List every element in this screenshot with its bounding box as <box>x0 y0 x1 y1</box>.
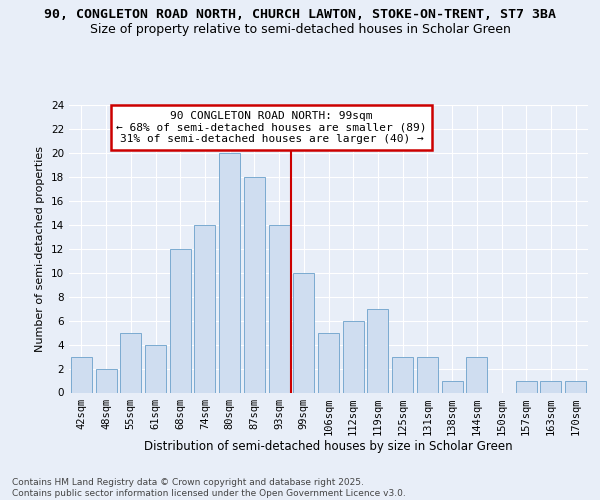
Bar <box>565 380 586 392</box>
Bar <box>120 332 141 392</box>
X-axis label: Distribution of semi-detached houses by size in Scholar Green: Distribution of semi-detached houses by … <box>144 440 513 454</box>
Bar <box>417 356 438 392</box>
Bar <box>194 225 215 392</box>
Bar <box>442 380 463 392</box>
Bar <box>244 177 265 392</box>
Bar <box>318 332 339 392</box>
Text: Contains HM Land Registry data © Crown copyright and database right 2025.
Contai: Contains HM Land Registry data © Crown c… <box>12 478 406 498</box>
Bar <box>71 356 92 392</box>
Text: 90 CONGLETON ROAD NORTH: 99sqm
← 68% of semi-detached houses are smaller (89)
31: 90 CONGLETON ROAD NORTH: 99sqm ← 68% of … <box>116 111 427 144</box>
Bar <box>541 380 562 392</box>
Bar <box>145 344 166 393</box>
Bar <box>170 249 191 392</box>
Bar <box>95 368 116 392</box>
Bar <box>293 272 314 392</box>
Text: Size of property relative to semi-detached houses in Scholar Green: Size of property relative to semi-detach… <box>89 22 511 36</box>
Bar <box>219 153 240 392</box>
Bar <box>367 308 388 392</box>
Y-axis label: Number of semi-detached properties: Number of semi-detached properties <box>35 146 46 352</box>
Bar <box>343 320 364 392</box>
Bar <box>269 225 290 392</box>
Bar <box>392 356 413 392</box>
Bar <box>516 380 537 392</box>
Bar <box>466 356 487 392</box>
Text: 90, CONGLETON ROAD NORTH, CHURCH LAWTON, STOKE-ON-TRENT, ST7 3BA: 90, CONGLETON ROAD NORTH, CHURCH LAWTON,… <box>44 8 556 20</box>
